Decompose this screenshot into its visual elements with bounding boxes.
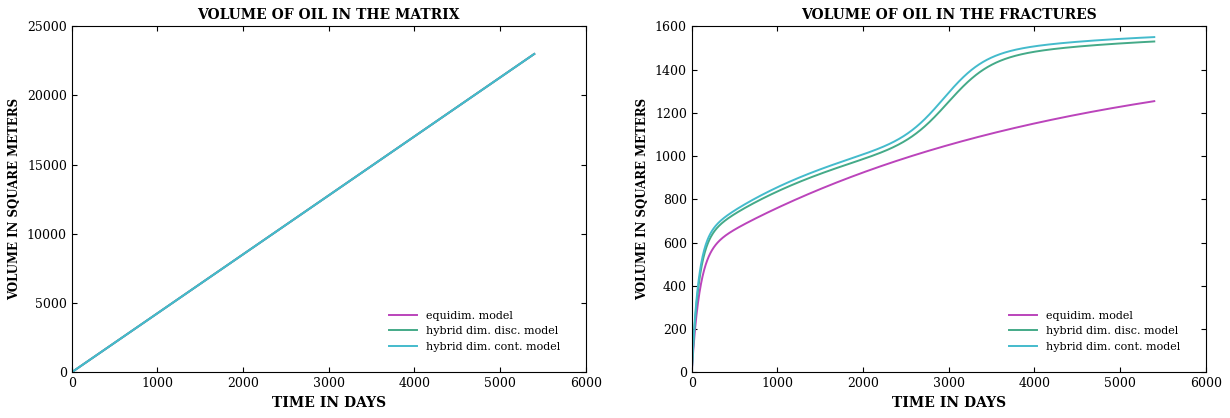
equidim. model: [1146, 99, 1161, 104]
hybrid dim. disc. model: [684, 370, 699, 375]
hybrid dim. cont. model: [337, 182, 352, 187]
equidim. model: [373, 157, 387, 162]
hybrid dim. disc. model: [884, 145, 899, 150]
Line: equidim. model: equidim. model: [71, 54, 534, 372]
hybrid dim. cont. model: [937, 95, 952, 100]
Line: hybrid dim. cont. model: hybrid dim. cont. model: [691, 37, 1154, 372]
hybrid dim. disc. model: [937, 104, 952, 109]
equidim. model: [273, 226, 288, 231]
hybrid dim. disc. model: [745, 201, 760, 206]
Y-axis label: VOLUME IN SQUARE METERS: VOLUME IN SQUARE METERS: [9, 98, 21, 300]
equidim. model: [183, 288, 198, 293]
hybrid dim. cont. model: [840, 157, 855, 162]
Legend: equidim. model, hybrid dim. disc. model, hybrid dim. cont. model: equidim. model, hybrid dim. disc. model,…: [1005, 306, 1184, 356]
hybrid dim. disc. model: [146, 314, 161, 319]
equidim. model: [927, 146, 942, 151]
hybrid dim. disc. model: [1146, 39, 1161, 44]
equidim. model: [937, 144, 952, 149]
hybrid dim. cont. model: [1146, 35, 1161, 40]
hybrid dim. cont. model: [412, 130, 427, 135]
Y-axis label: VOLUME IN SQUARE METERS: VOLUME IN SQUARE METERS: [636, 98, 649, 300]
X-axis label: TIME IN DAYS: TIME IN DAYS: [272, 396, 386, 410]
equidim. model: [840, 176, 855, 181]
hybrid dim. disc. model: [273, 226, 288, 231]
hybrid dim. cont. model: [146, 314, 161, 319]
Legend: equidim. model, hybrid dim. disc. model, hybrid dim. cont. model: equidim. model, hybrid dim. disc. model,…: [385, 306, 565, 356]
equidim. model: [684, 370, 699, 375]
hybrid dim. cont. model: [927, 106, 942, 111]
equidim. model: [146, 314, 161, 319]
Title: VOLUME OF OIL IN THE FRACTURES: VOLUME OF OIL IN THE FRACTURES: [801, 8, 1097, 22]
equidim. model: [526, 51, 541, 56]
hybrid dim. disc. model: [763, 193, 777, 198]
equidim. model: [64, 370, 79, 375]
equidim. model: [412, 130, 427, 135]
hybrid dim. cont. model: [884, 140, 899, 145]
X-axis label: TIME IN DAYS: TIME IN DAYS: [892, 396, 1006, 410]
Line: hybrid dim. disc. model: hybrid dim. disc. model: [71, 54, 534, 372]
hybrid dim. cont. model: [273, 226, 288, 231]
Line: hybrid dim. disc. model: hybrid dim. disc. model: [691, 41, 1154, 372]
hybrid dim. disc. model: [373, 157, 387, 162]
equidim. model: [763, 209, 777, 214]
hybrid dim. cont. model: [64, 370, 79, 375]
Title: VOLUME OF OIL IN THE MATRIX: VOLUME OF OIL IN THE MATRIX: [198, 8, 460, 22]
hybrid dim. disc. model: [526, 51, 541, 56]
hybrid dim. disc. model: [337, 182, 352, 187]
hybrid dim. cont. model: [183, 288, 198, 293]
hybrid dim. disc. model: [183, 288, 198, 293]
equidim. model: [337, 182, 352, 187]
Line: hybrid dim. cont. model: hybrid dim. cont. model: [71, 54, 534, 372]
hybrid dim. disc. model: [927, 114, 942, 119]
equidim. model: [745, 217, 760, 222]
hybrid dim. disc. model: [412, 130, 427, 135]
hybrid dim. cont. model: [373, 157, 387, 162]
Line: equidim. model: equidim. model: [691, 101, 1154, 372]
hybrid dim. cont. model: [526, 51, 541, 56]
hybrid dim. disc. model: [840, 162, 855, 167]
hybrid dim. cont. model: [763, 189, 777, 194]
hybrid dim. cont. model: [745, 197, 760, 202]
equidim. model: [884, 160, 899, 165]
hybrid dim. cont. model: [684, 370, 699, 375]
hybrid dim. disc. model: [64, 370, 79, 375]
